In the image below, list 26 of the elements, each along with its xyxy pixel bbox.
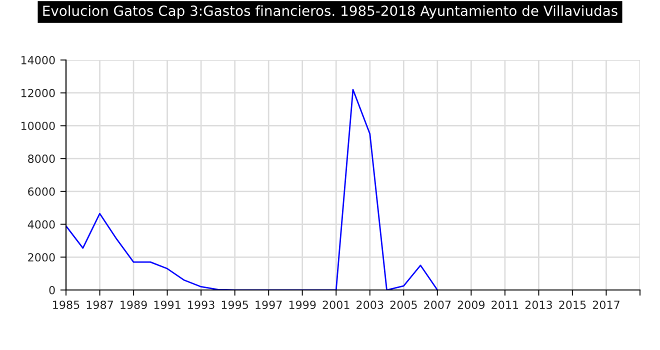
y-tick-label: 6000 <box>28 187 55 196</box>
x-tick-label: 2001 <box>322 300 350 310</box>
x-tick-label: 2009 <box>458 300 485 310</box>
x-tick-label: 2011 <box>492 300 518 310</box>
y-tick-label: 14000 <box>21 56 55 64</box>
y-tick-label: 10000 <box>21 122 55 130</box>
x-tick-label: 2007 <box>424 300 451 310</box>
x-tick-label: 1987 <box>86 300 113 310</box>
x-tick-label: 1999 <box>289 300 316 310</box>
x-tick-label: 1985 <box>53 300 80 310</box>
x-tick-label: 1997 <box>256 300 282 310</box>
y-tick-label: 2000 <box>28 253 55 262</box>
x-tick-label: 2013 <box>525 300 552 310</box>
y-tick-label: 12000 <box>21 88 55 98</box>
x-tick-label: 2005 <box>390 300 417 310</box>
x-tick-label: 1993 <box>188 300 214 310</box>
chart-title: Evolucion Gatos Cap 3:Gastos financieros. 1985-2018 Ayuntamiento de Villaviudas <box>43 5 618 19</box>
y-tick-label: 0 <box>49 286 55 294</box>
y-tick-label: 4000 <box>28 220 55 229</box>
x-tick-label: 2003 <box>356 300 384 310</box>
x-tick-label: 1995 <box>222 300 248 310</box>
x-tick-label: 1989 <box>120 300 147 310</box>
x-tick-label: 1991 <box>154 300 180 310</box>
x-tick-label: 2017 <box>592 300 620 310</box>
y-tick-label: 8000 <box>28 154 55 163</box>
x-tick-label: 2015 <box>559 300 586 310</box>
